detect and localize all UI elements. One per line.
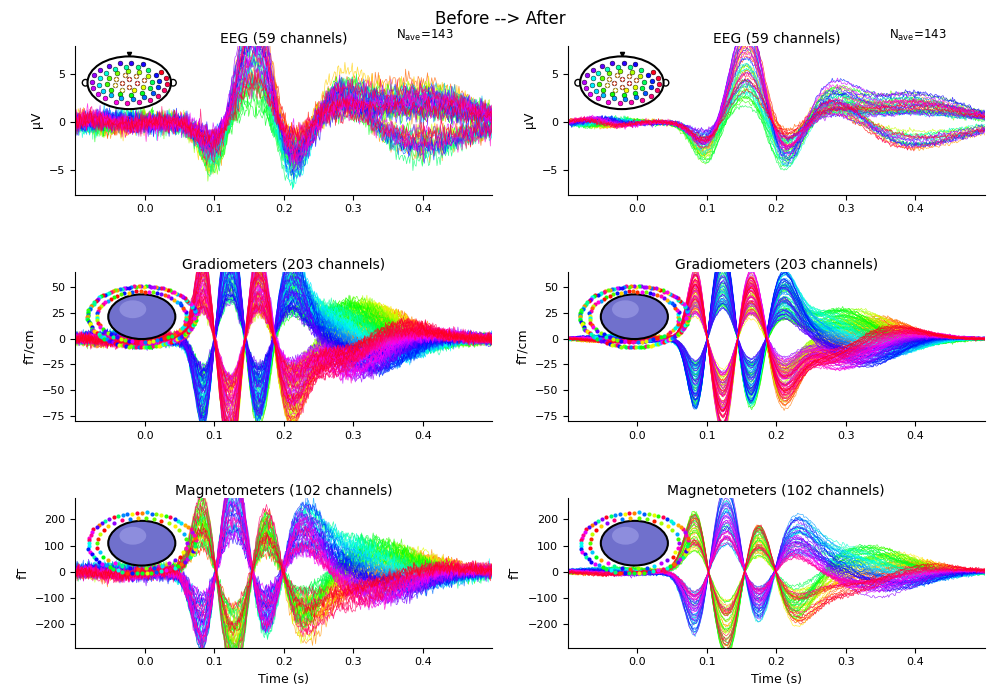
Y-axis label: fT: fT bbox=[509, 567, 522, 579]
X-axis label: Time (s): Time (s) bbox=[258, 673, 309, 686]
Y-axis label: fT/cm: fT/cm bbox=[23, 329, 36, 364]
Title: Gradiometers (203 channels): Gradiometers (203 channels) bbox=[182, 258, 385, 272]
Y-axis label: fT/cm: fT/cm bbox=[516, 329, 529, 364]
Y-axis label: μV: μV bbox=[30, 112, 43, 128]
Title: Magnetometers (102 channels): Magnetometers (102 channels) bbox=[175, 484, 393, 498]
Title: EEG (59 channels): EEG (59 channels) bbox=[713, 32, 840, 46]
Text: N$_{\mathrm{ave}}$=143: N$_{\mathrm{ave}}$=143 bbox=[396, 27, 454, 43]
Text: Before --> After: Before --> After bbox=[435, 10, 565, 29]
Title: Gradiometers (203 channels): Gradiometers (203 channels) bbox=[675, 258, 878, 272]
Y-axis label: fT: fT bbox=[16, 567, 29, 579]
Y-axis label: μV: μV bbox=[523, 112, 536, 128]
Title: Magnetometers (102 channels): Magnetometers (102 channels) bbox=[667, 484, 885, 498]
Text: N$_{\mathrm{ave}}$=143: N$_{\mathrm{ave}}$=143 bbox=[889, 27, 947, 43]
X-axis label: Time (s): Time (s) bbox=[751, 673, 802, 686]
Title: EEG (59 channels): EEG (59 channels) bbox=[220, 32, 347, 46]
